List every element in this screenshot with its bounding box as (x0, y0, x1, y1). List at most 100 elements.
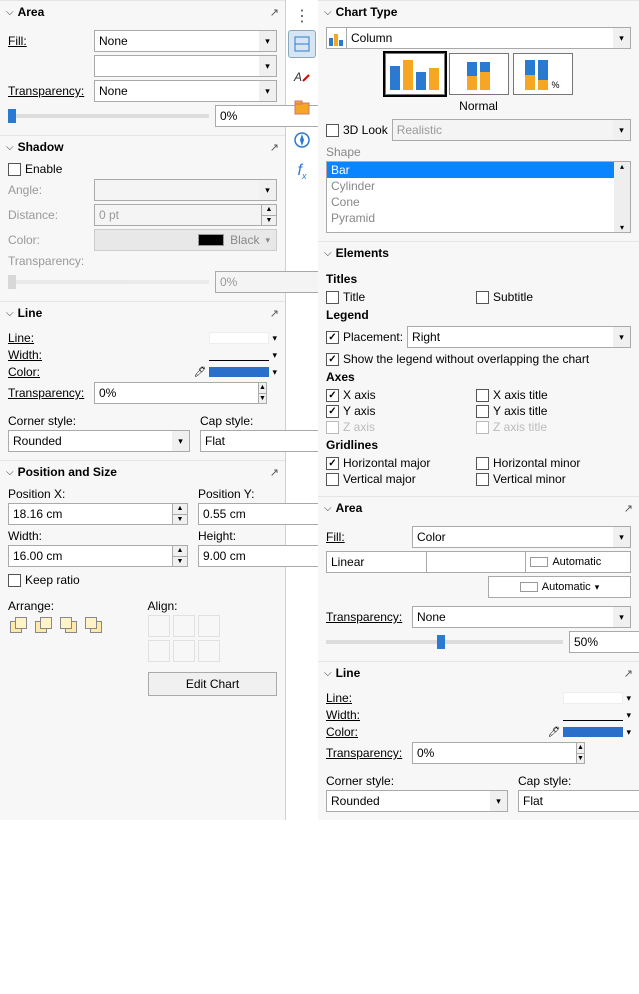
shape-list[interactable]: Bar Cylinder Cone Pyramid ▴▾ (326, 161, 631, 233)
posx-spin[interactable]: ▲▼ (8, 503, 188, 525)
enable-shadow-check[interactable]: Enable (8, 162, 277, 176)
placement-check[interactable]: Placement: (326, 330, 403, 344)
auto-color1[interactable]: Automatic (525, 551, 631, 573)
popout-icon[interactable]: ↗ (624, 502, 633, 515)
xaxis-check[interactable]: X axis (326, 388, 446, 402)
shadow-color-combo[interactable]: Black ▾ (94, 229, 277, 251)
overlap-check[interactable]: Show the legend without overlapping the … (326, 352, 631, 366)
transp-slider-right[interactable] (326, 640, 563, 644)
gradient-combo[interactable]: ▾ (326, 551, 422, 573)
panel-header-chart-type[interactable]: ⌵ Chart Type (318, 1, 639, 23)
panel-header-area[interactable]: ⌵ Area ↗ (0, 1, 285, 23)
corner-combo-right[interactable]: ▾ (326, 790, 508, 812)
panel-title: Elements (336, 246, 633, 260)
yaxis-check[interactable]: Y axis (326, 404, 446, 418)
width-spin[interactable]: ▲▼ (8, 545, 188, 567)
transp-spin-right[interactable]: ▲▼ (569, 631, 631, 653)
fill-secondary-combo[interactable]: ▾ (94, 55, 277, 77)
line-width-combo-right[interactable]: ▾ (412, 709, 631, 721)
angle-label: Angle: (8, 183, 90, 197)
line-color-combo[interactable]: 🖊▾ (94, 367, 277, 378)
panel-header-line-right[interactable]: ⌵ Line ↗ (318, 662, 639, 684)
align-bottom-icon[interactable] (198, 640, 220, 662)
popout-icon[interactable]: ↗ (624, 667, 633, 680)
navigator-tab-icon[interactable] (288, 126, 316, 154)
arrange-forward-icon[interactable] (33, 615, 55, 637)
axes-header: Axes (326, 370, 631, 384)
edit-chart-button[interactable]: Edit Chart (148, 672, 277, 696)
chevron-down-icon: ⌵ (6, 467, 14, 478)
align-center-icon[interactable] (173, 615, 195, 637)
chart-subtype-percent[interactable]: % (513, 53, 573, 95)
properties-tab-icon[interactable] (288, 30, 316, 58)
align-middle-icon[interactable] (173, 640, 195, 662)
line-color-combo-right[interactable]: 🖊▾ (412, 727, 631, 738)
panel-chart-type: ⌵ Chart Type ▾ % (318, 0, 639, 241)
transparency-slider[interactable] (8, 114, 209, 118)
3d-style-combo[interactable]: ▾ (392, 119, 631, 141)
panel-header-area-right[interactable]: ⌵ Area ↗ (318, 497, 639, 519)
line-style-combo[interactable]: ▾ (94, 332, 277, 344)
shape-item-bar[interactable]: Bar (327, 162, 630, 178)
styles-tab-icon[interactable]: A (288, 62, 316, 90)
arrange-backward-icon[interactable] (58, 615, 80, 637)
hmaj-check[interactable]: Horizontal major (326, 456, 446, 470)
xaxis-title-check[interactable]: X axis title (476, 388, 596, 402)
svg-text:A: A (293, 70, 302, 84)
align-left-icon[interactable] (148, 615, 170, 637)
functions-tab-icon[interactable]: fx (288, 158, 316, 186)
align-right-icon[interactable] (198, 615, 220, 637)
title-check[interactable]: Title (326, 290, 446, 304)
line-width-combo[interactable]: ▾ (94, 349, 277, 361)
popout-icon[interactable]: ↗ (270, 141, 279, 154)
3d-label: 3D Look (343, 123, 388, 137)
angle-combo[interactable]: ▾ (94, 179, 277, 201)
align-top-icon[interactable] (148, 640, 170, 662)
shape-item-cone[interactable]: Cone (327, 194, 630, 210)
line-style-combo-right[interactable]: ▾ (412, 692, 631, 704)
shadow-transp-spin[interactable]: ▲▼ (215, 271, 277, 293)
keep-ratio-check[interactable]: Keep ratio (8, 573, 277, 587)
3d-look-check[interactable]: 3D Look (326, 123, 388, 137)
popout-icon[interactable]: ↗ (270, 307, 279, 320)
arrange-back-icon[interactable] (83, 615, 105, 637)
cap-combo-right[interactable]: ▾ (518, 790, 639, 812)
linecolor-label: Color: (326, 725, 408, 739)
chart-subtype-stacked[interactable] (449, 53, 509, 95)
placement-combo[interactable]: ▾ (407, 326, 631, 348)
transparency-spin[interactable]: ▲▼ (215, 105, 277, 127)
arrange-front-icon[interactable] (8, 615, 30, 637)
panel-header-line[interactable]: ⌵ Line ↗ (0, 302, 285, 324)
gallery-tab-icon[interactable] (288, 94, 316, 122)
more-icon[interactable]: ⋮ (294, 6, 310, 26)
vmaj-check[interactable]: Vertical major (326, 472, 446, 486)
vmin-check[interactable]: Vertical minor (476, 472, 596, 486)
popout-icon[interactable]: ↗ (270, 466, 279, 479)
chart-type-combo[interactable]: ▾ (326, 27, 631, 49)
transp-combo-right[interactable]: ▾ (412, 606, 631, 628)
yaxis-title-check[interactable]: Y axis title (476, 404, 596, 418)
subtitle-check[interactable]: Subtitle (476, 290, 596, 304)
fill-combo-right[interactable]: ▾ (412, 526, 631, 548)
auto-color2[interactable]: Automatic▾ (488, 576, 631, 598)
line-transp-spin[interactable]: ▲▼ (94, 382, 198, 404)
panel-header-shadow[interactable]: ⌵ Shadow ↗ (0, 136, 285, 158)
distance-spin[interactable]: ▲▼ (94, 204, 277, 226)
hmin-check[interactable]: Horizontal minor (476, 456, 596, 470)
shape-item-cylinder[interactable]: Cylinder (327, 178, 630, 194)
chevron-down-icon: ⌵ (324, 668, 332, 679)
panel-header-position[interactable]: ⌵ Position and Size ↗ (0, 461, 285, 483)
chart-subtype-normal[interactable] (385, 53, 445, 95)
panel-header-elements[interactable]: ⌵ Elements (318, 242, 639, 264)
popout-icon[interactable]: ↗ (270, 6, 279, 19)
line-transp-spin-right[interactable]: ▲▼ (412, 742, 516, 764)
fill-combo[interactable]: ▾ (94, 30, 277, 52)
panel-title: Position and Size (18, 465, 270, 479)
arrange-label: Arrange: (8, 599, 138, 613)
corner-combo[interactable]: ▾ (8, 430, 190, 452)
transparency-combo[interactable]: ▾ (94, 80, 277, 102)
shape-item-pyramid[interactable]: Pyramid (327, 210, 630, 226)
color1-combo[interactable]: ▾ (426, 551, 522, 573)
panel-shadow: ⌵ Shadow ↗ Enable Angle: ▾ Distance: ▲▼ … (0, 135, 285, 301)
shape-scrollbar[interactable]: ▴▾ (614, 162, 630, 232)
